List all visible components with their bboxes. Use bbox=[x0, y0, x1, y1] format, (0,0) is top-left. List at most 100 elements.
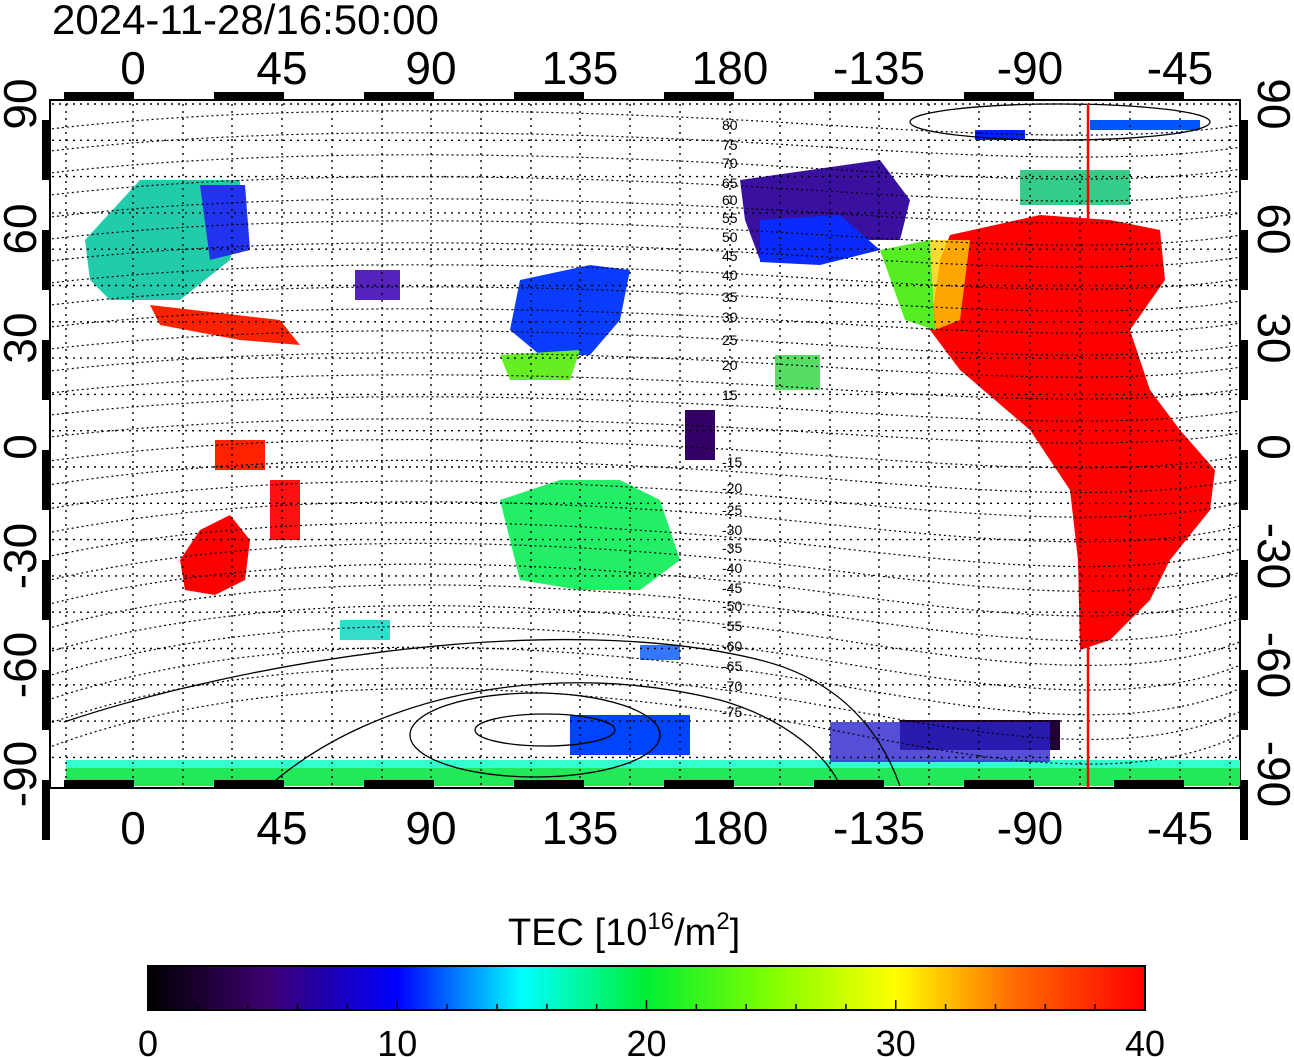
mlat-label: 60 bbox=[722, 192, 738, 208]
pacific-dark-patch bbox=[685, 410, 715, 460]
mlat-curve bbox=[51, 501, 1240, 543]
frame-tick-bar bbox=[1240, 230, 1248, 290]
mlat-curve bbox=[51, 563, 1240, 617]
frame-tick-bar bbox=[814, 780, 884, 788]
frame-tick-bar bbox=[1114, 780, 1184, 788]
antarctic-band-cyan bbox=[66, 760, 1240, 768]
mlat-curve bbox=[51, 286, 1240, 312]
lon-tick-label: -135 bbox=[833, 42, 925, 94]
middle-east-purple bbox=[355, 270, 400, 300]
lon-tick-label: 180 bbox=[692, 802, 769, 854]
mlat-curve bbox=[51, 308, 1240, 334]
mlat-label: -15 bbox=[722, 454, 742, 470]
mlat-label: 20 bbox=[722, 357, 738, 373]
mlat-label: -75 bbox=[722, 704, 742, 720]
mlat-label: 65 bbox=[722, 175, 738, 191]
frame-tick-bar bbox=[42, 560, 50, 620]
frame-tick-bar bbox=[364, 92, 434, 100]
greenland-green bbox=[1020, 170, 1130, 205]
mlat-curve bbox=[51, 198, 1240, 224]
lat-tick-label: 0 bbox=[1248, 434, 1294, 460]
frame-tick-bar bbox=[964, 92, 1034, 100]
mlat-curve bbox=[51, 521, 1240, 568]
mlat-label: 80 bbox=[722, 117, 738, 133]
frame-tick-bar bbox=[664, 92, 734, 100]
tec-data-layer bbox=[66, 120, 1240, 786]
mlat-label: -45 bbox=[722, 580, 742, 596]
mlat-curve bbox=[51, 264, 1240, 290]
mlat-label: 70 bbox=[722, 155, 738, 171]
lon-tick-label: 0 bbox=[120, 42, 146, 94]
lon-tick-label: -90 bbox=[997, 802, 1063, 854]
frame-tick-bar bbox=[1114, 92, 1184, 100]
mlat-label: 25 bbox=[722, 332, 738, 348]
mlat-label: 35 bbox=[722, 289, 738, 305]
mlat-label: 75 bbox=[722, 137, 738, 153]
south-atlantic-cyan bbox=[340, 620, 390, 640]
lon-tick-label: -45 bbox=[1147, 42, 1213, 94]
mlat-curve bbox=[51, 352, 1240, 378]
mlat-label: -35 bbox=[722, 540, 742, 556]
lon-tick-label: -45 bbox=[1147, 802, 1213, 854]
mlat-label: 50 bbox=[722, 229, 738, 245]
mlat-label: -65 bbox=[722, 658, 742, 674]
top-longitude-ticks: 0 45 90 135 180 -135 -90 -45 bbox=[120, 42, 1213, 94]
lon-tick-label: 0 bbox=[120, 802, 146, 854]
mlat-label: -55 bbox=[722, 618, 742, 634]
frame-tick-bar bbox=[814, 92, 884, 100]
mlat-curve bbox=[51, 242, 1240, 268]
madagascar-red bbox=[270, 480, 300, 540]
east-asia-blue bbox=[510, 265, 630, 355]
right-latitude-ticks: 90 60 30 0 -30 -60 -90 bbox=[1248, 78, 1294, 807]
arctic-blue bbox=[975, 130, 1025, 140]
frame-tick-bar bbox=[42, 450, 50, 510]
mlat-curve bbox=[51, 418, 1240, 444]
mlat-label: -40 bbox=[722, 560, 742, 576]
lon-tick-label: 135 bbox=[542, 802, 619, 854]
frame-tick-bar bbox=[364, 780, 434, 788]
frame-tick-bar bbox=[42, 670, 50, 730]
mlat-curve bbox=[51, 605, 1240, 666]
east-africa-red bbox=[215, 440, 265, 470]
australia-green bbox=[500, 480, 680, 590]
frame-tick-bar bbox=[42, 340, 50, 400]
lat-tick-label: 30 bbox=[1248, 312, 1294, 363]
timestamp-title: 2024-11-28/16:50:00 bbox=[52, 0, 439, 43]
frame-tick-bar bbox=[1240, 780, 1248, 840]
colorbar-tick-label: 10 bbox=[377, 1023, 417, 1057]
grid-lines bbox=[52, 103, 1238, 786]
colorbar-tick-label: 30 bbox=[876, 1023, 916, 1057]
frame-tick-bar bbox=[1240, 120, 1248, 180]
lon-tick-label: 45 bbox=[256, 42, 307, 94]
magnetic-latitude-contours bbox=[51, 110, 1240, 765]
lat-tick-label: 90 bbox=[0, 78, 46, 129]
mlat-curve bbox=[51, 688, 1240, 765]
lat-tick-label: -90 bbox=[0, 741, 46, 807]
alaska-blue bbox=[760, 215, 880, 265]
frame-ticks bbox=[42, 92, 1248, 840]
mlat-curve bbox=[51, 396, 1240, 422]
lat-tick-label: 60 bbox=[0, 203, 46, 254]
mlat-curve bbox=[51, 110, 1240, 136]
frame-tick-bar bbox=[214, 92, 284, 100]
lon-tick-label: 135 bbox=[542, 42, 619, 94]
arctic-blue2 bbox=[1090, 120, 1200, 130]
lat-tick-label: -30 bbox=[1248, 523, 1294, 589]
mlat-curve bbox=[51, 132, 1240, 158]
south-pacific-blue bbox=[640, 645, 680, 660]
mlat-curve bbox=[51, 154, 1240, 180]
lon-tick-label: -90 bbox=[997, 42, 1063, 94]
mlat-curve bbox=[51, 438, 1240, 469]
lon-tick-label: 90 bbox=[405, 42, 456, 94]
mlat-label: -25 bbox=[722, 502, 742, 518]
mlat-curve bbox=[51, 542, 1240, 592]
frame-tick-bar bbox=[64, 780, 134, 788]
frame-tick-bar bbox=[514, 92, 584, 100]
lat-tick-label: 60 bbox=[1248, 203, 1294, 254]
mlat-label: -30 bbox=[722, 522, 742, 538]
mlat-label: 55 bbox=[722, 210, 738, 226]
bottom-longitude-ticks: 0 45 90 135 180 -135 -90 -45 bbox=[120, 802, 1213, 854]
mlat-label: -20 bbox=[722, 480, 742, 496]
